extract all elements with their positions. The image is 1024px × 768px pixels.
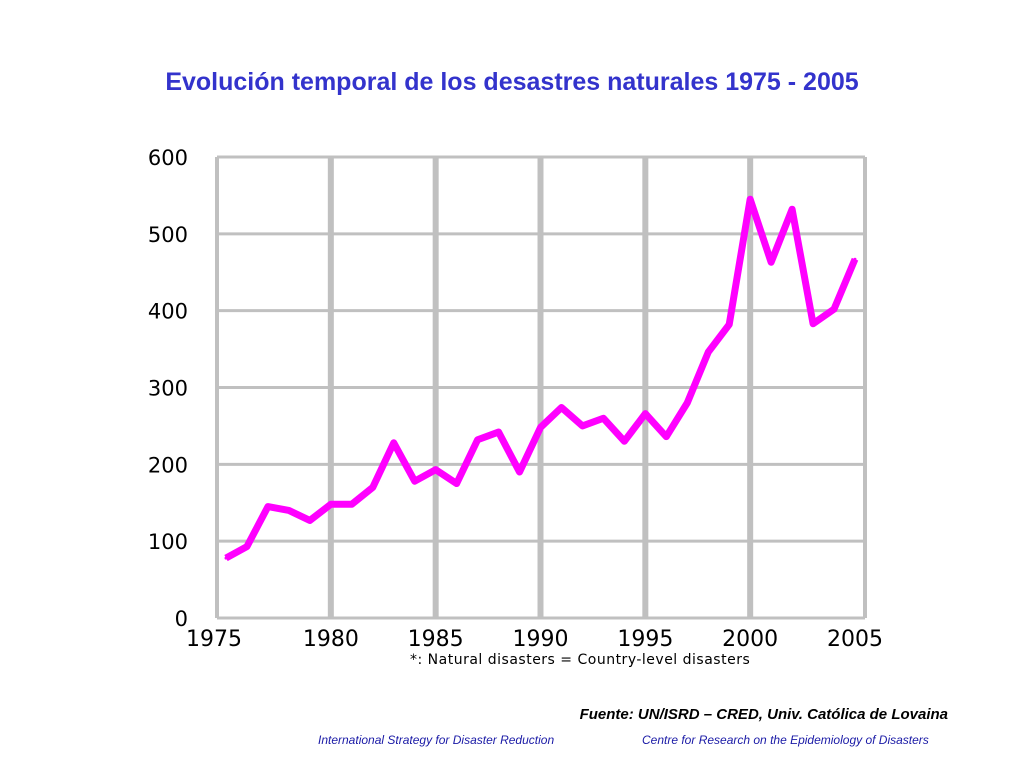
- data-point: [559, 405, 563, 409]
- data-point: [832, 307, 836, 311]
- y-tick-label: 600: [148, 146, 188, 170]
- data-point: [685, 401, 689, 405]
- plot-frame: [215, 157, 867, 620]
- data-point: [329, 502, 333, 506]
- data-point: [434, 468, 438, 472]
- data-point: [413, 479, 417, 483]
- data-point: [643, 412, 647, 416]
- x-tick-label: 1995: [617, 627, 673, 652]
- y-tick-label: 500: [148, 223, 188, 247]
- footer-cred: Centre for Research on the Epidemiology …: [642, 733, 929, 747]
- data-point: [769, 260, 773, 264]
- data-point: [580, 424, 584, 428]
- chart-note: *: Natural disasters = Country-level dis…: [410, 652, 751, 668]
- series-layer: [224, 195, 859, 562]
- y-tick-label: 400: [148, 300, 188, 324]
- y-tick-label: 200: [148, 453, 188, 477]
- data-point: [853, 257, 857, 261]
- x-tick-label: 1975: [186, 627, 242, 652]
- x-tick-label: 1980: [303, 627, 359, 652]
- data-point: [601, 416, 605, 420]
- data-point: [790, 207, 794, 211]
- data-point: [350, 502, 354, 506]
- data-point: [706, 350, 710, 354]
- data-point: [518, 470, 522, 474]
- data-point: [497, 430, 501, 434]
- data-point: [371, 485, 375, 489]
- data-point: [622, 439, 626, 443]
- footer-isdr: International Strategy for Disaster Redu…: [318, 733, 555, 747]
- grid: [217, 155, 865, 618]
- source-citation: Fuente: UN/ISRD – CRED, Univ. Católica d…: [579, 706, 948, 723]
- data-point: [664, 435, 668, 439]
- axis-ticks: 0 100 200 300 400 500 600 1975 1980 1985 1990 1995 2…: [148, 146, 883, 652]
- data-point: [245, 545, 249, 549]
- y-tick-label: 300: [148, 377, 188, 401]
- data-point: [455, 482, 459, 486]
- data-point: [392, 441, 396, 445]
- data-point: [727, 322, 731, 326]
- data-point: [287, 508, 291, 512]
- data-point: [748, 197, 752, 201]
- x-tick-label: 1990: [513, 627, 569, 652]
- data-point: [476, 438, 480, 442]
- data-point: [308, 518, 312, 522]
- x-tick-label: 1985: [408, 627, 464, 652]
- data-point: [266, 505, 270, 509]
- data-point: [224, 556, 228, 560]
- x-tick-label: 2005: [827, 627, 883, 652]
- y-tick-label: 0: [175, 607, 188, 631]
- data-point: [539, 425, 542, 429]
- y-tick-label: 100: [148, 530, 188, 554]
- slide-title: Evolución temporal de los desastres natu…: [165, 68, 859, 96]
- data-point: [811, 322, 815, 326]
- x-tick-label: 2000: [722, 627, 778, 652]
